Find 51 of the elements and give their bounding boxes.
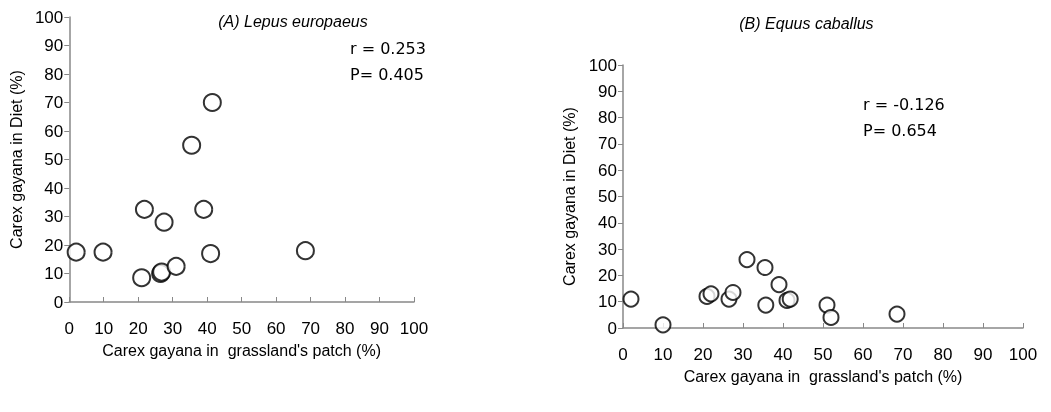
x-tick-label: 40	[197, 319, 217, 338]
y-tick-label: 20	[44, 235, 64, 255]
x-tick-label: 20	[693, 345, 713, 364]
x-tick-label: 30	[733, 345, 753, 364]
y-tick-label: 40	[44, 178, 64, 198]
y-axis-title: Carex gayana in Diet (%)	[7, 70, 25, 249]
y-tick-label: 30	[598, 239, 617, 259]
y-tick-label: 100	[34, 7, 64, 27]
x-tick-label: 50	[813, 345, 833, 364]
annotation: r = -0.126	[863, 94, 945, 114]
y-tick-label: 10	[598, 292, 617, 312]
y-tick-label: 50	[598, 187, 617, 206]
x-tick-label: 50	[232, 319, 252, 338]
x-axis-title: Carex gayana in grassland's patch (%)	[102, 341, 382, 359]
x-tick-label: 60	[266, 319, 286, 338]
x-tick-label: 10	[653, 345, 673, 364]
y-tick-label: 30	[44, 207, 64, 226]
annotation: r = 0.253	[350, 38, 426, 58]
x-tick-label: 20	[128, 319, 148, 338]
x-tick-label: 10	[94, 319, 114, 338]
y-tick-label: 80	[44, 64, 64, 84]
y-tick-label: 50	[44, 150, 64, 169]
annotation: P= 0.654	[863, 120, 937, 140]
x-tick-label: 90	[973, 345, 993, 364]
x-tick-label: 80	[933, 345, 953, 364]
y-tick-label: 90	[598, 81, 617, 101]
x-tick-label: 90	[370, 319, 389, 338]
x-tick-label: 80	[335, 319, 355, 338]
x-axis-title: Carex gayana in grassland's patch (%)	[683, 367, 963, 385]
x-tick-label: 100	[399, 319, 429, 338]
y-tick-label: 10	[44, 264, 64, 283]
x-tick-label: 70	[301, 319, 321, 338]
y-axis-title: Carex gayana in Diet (%)	[561, 107, 579, 286]
chart-title: (B) Equus caballus	[739, 14, 874, 32]
y-tick-label: 70	[44, 93, 64, 112]
chart-title: (A) Lepus europaeus	[218, 12, 368, 30]
y-tick-label: 70	[598, 134, 617, 154]
x-tick-label: 100	[1008, 345, 1038, 364]
y-tick-label: 40	[598, 213, 617, 233]
annotation: P= 0.405	[350, 64, 424, 84]
y-tick-label: 60	[598, 160, 617, 180]
y-tick-label: 20	[598, 265, 617, 285]
x-tick-label: 70	[893, 345, 913, 364]
y-tick-label: 60	[44, 121, 64, 141]
y-tick-label: 90	[44, 36, 64, 55]
x-tick-label: 60	[853, 345, 873, 364]
y-tick-label: 80	[598, 108, 617, 128]
y-tick-label: 0	[53, 292, 64, 312]
x-tick-label: 30	[163, 319, 183, 338]
y-tick-label: 100	[588, 55, 617, 75]
x-tick-label: 40	[773, 345, 793, 364]
